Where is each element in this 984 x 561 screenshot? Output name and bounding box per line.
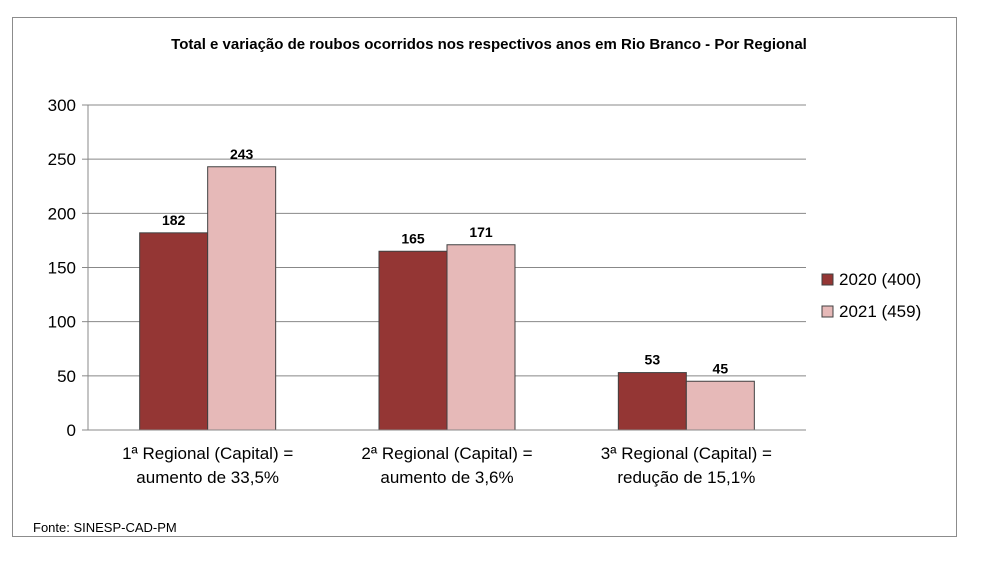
bar-series2-cat1	[207, 166, 277, 431]
data-label-series1-cat1: 182	[162, 212, 186, 228]
legend-label-1: 2020 (400)	[839, 270, 921, 289]
data-label-series1-cat3: 53	[645, 352, 661, 368]
legend-swatch-1	[821, 273, 834, 286]
y-tick-label-250: 250	[48, 150, 76, 169]
chart-title: Total e variação de roubos ocorridos nos…	[171, 36, 807, 53]
bar-series1-cat2	[378, 250, 448, 431]
bar-series2-cat3	[685, 380, 755, 431]
x-category-label-2-line1: 2ª Regional (Capital) =	[361, 444, 532, 463]
data-labels: 182 243 165 171 53 45	[162, 146, 728, 377]
data-label-series2-cat2: 171	[469, 224, 493, 240]
legend: 2020 (400) 2021 (459)	[821, 270, 921, 321]
bar-series2-cat2	[446, 244, 516, 431]
bars	[139, 166, 755, 431]
y-tick-label-200: 200	[48, 204, 76, 223]
x-category-label-1-line1: 1ª Regional (Capital) =	[122, 444, 293, 463]
x-category-label-1-line2: aumento de 33,5%	[136, 468, 279, 487]
y-tick-label-50: 50	[57, 367, 76, 386]
x-axis: 1ª Regional (Capital) = aumento de 33,5% 2…	[88, 429, 806, 487]
y-axis: 0 50 100 150 200 250 300	[48, 96, 89, 440]
legend-label-2: 2021 (459)	[839, 302, 921, 321]
bar-series1-cat3	[617, 372, 687, 431]
legend-swatch-2	[821, 305, 834, 318]
source-note: Fonte: SINESP-CAD-PM	[33, 520, 177, 535]
chart-frame: Total e variação de roubos ocorridos nos…	[12, 17, 957, 537]
y-tick-label-0: 0	[67, 421, 76, 440]
data-label-series2-cat3: 45	[713, 360, 729, 376]
y-tick-label-150: 150	[48, 259, 76, 278]
x-category-label-2-line2: aumento de 3,6%	[380, 468, 513, 487]
y-tick-label-300: 300	[48, 96, 76, 115]
data-label-series1-cat2: 165	[401, 230, 425, 246]
bar-chart: Total e variação de roubos ocorridos nos…	[33, 36, 921, 535]
data-label-series2-cat1: 243	[230, 146, 254, 162]
bar-series1-cat1	[139, 232, 209, 431]
x-category-label-3-line2: redução de 15,1%	[617, 468, 755, 487]
y-tick-label-100: 100	[48, 313, 76, 332]
x-category-label-3-line1: 3ª Regional (Capital) =	[601, 444, 772, 463]
